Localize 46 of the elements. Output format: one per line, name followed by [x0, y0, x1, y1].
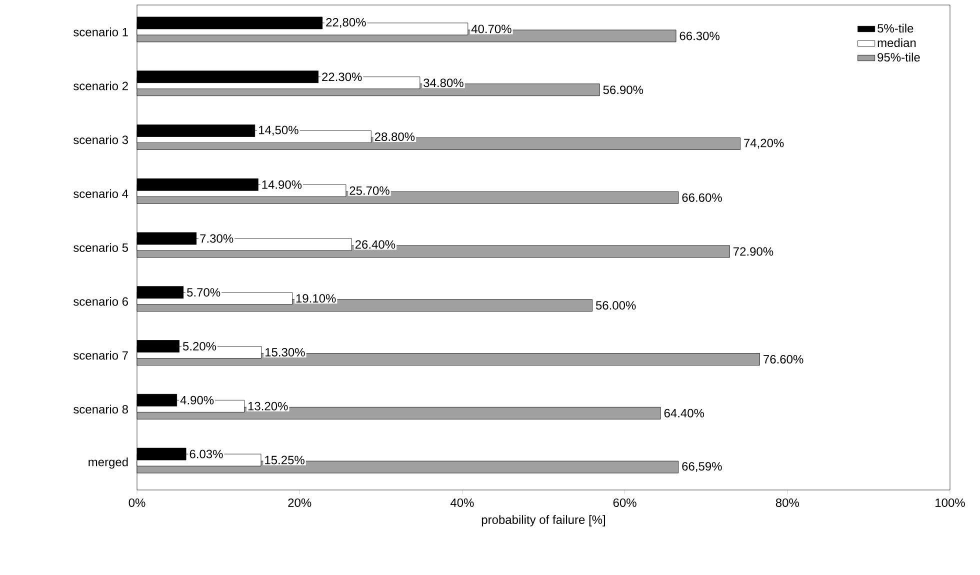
x-tick-label: 20%: [288, 498, 312, 507]
x-tick-label: 80%: [776, 498, 799, 507]
data-label: 15.30%: [266, 348, 305, 357]
x-tick-label: 60%: [613, 498, 636, 507]
data-label: 26.40%: [355, 240, 396, 249]
data-label: 22.30%: [322, 72, 362, 82]
data-label: 7.30%: [200, 234, 234, 243]
data-label: 66.30%: [680, 32, 720, 40]
data-label: 25.70%: [350, 186, 390, 195]
data-label: 19.10%: [296, 294, 336, 303]
data-label: 74,20%: [744, 138, 784, 149]
data-label: 64.40%: [664, 408, 704, 418]
y-tick-label: scenario 2: [74, 81, 128, 90]
y-tick-label: scenario 3: [74, 135, 128, 144]
x-tick-label: 100%: [936, 498, 965, 507]
y-tick-label: scenario 1: [74, 28, 128, 36]
data-label: 56.00%: [596, 301, 636, 310]
data-label: 56.90%: [603, 86, 644, 94]
x-tick-label: 0%: [128, 498, 146, 507]
legend-label: 95%-tile: [878, 52, 920, 62]
y-tick-label: merged: [88, 457, 128, 469]
data-label: 22,80%: [326, 18, 366, 28]
y-tick-label: scenario 8: [74, 404, 128, 414]
data-label: 13.20%: [248, 402, 288, 410]
y-tick-label: scenario 7: [74, 350, 128, 360]
y-tick-label: scenario 6: [74, 296, 128, 306]
y-tick-label: scenario 4: [74, 189, 128, 198]
data-label: 14,50%: [259, 126, 298, 136]
data-label: 40.70%: [471, 24, 512, 34]
x-tick-label: 40%: [450, 498, 474, 507]
data-label: 15.25%: [265, 456, 304, 464]
data-label: 5.20%: [182, 342, 216, 351]
legend-label: median: [878, 38, 916, 48]
data-label: 34.80%: [424, 78, 464, 88]
x-axis-title: probability of failure [%]: [482, 515, 605, 526]
data-label: 28.80%: [374, 132, 415, 141]
data-label: 6.03%: [190, 450, 223, 458]
data-label: 66,59%: [682, 462, 722, 472]
data-label: 72.90%: [733, 247, 774, 256]
data-label: 66.60%: [682, 193, 722, 202]
data-label: 4.90%: [180, 396, 214, 404]
y-tick-label: scenario 5: [74, 243, 128, 252]
legend-label: 5%-tile: [878, 24, 914, 33]
data-label: 14.90%: [262, 180, 302, 189]
data-label: 5.70%: [187, 288, 220, 297]
data-label: 76.60%: [764, 355, 804, 364]
